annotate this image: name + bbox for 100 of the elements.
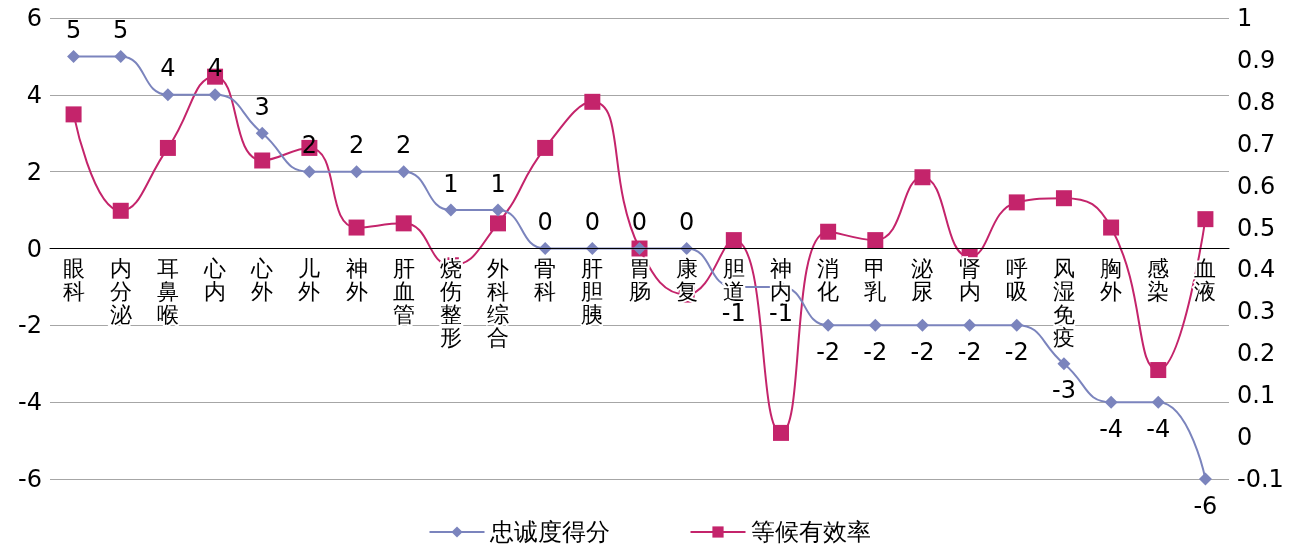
point [395, 215, 412, 232]
y2-tick-label: 0.4 [1237, 255, 1276, 284]
point [161, 88, 175, 102]
data-label: 0 [631, 208, 648, 236]
y-tick-label: 0 [26, 234, 42, 263]
point [114, 49, 128, 63]
x-tick-label: 泌尿 [911, 255, 934, 304]
point [915, 318, 929, 332]
point [490, 215, 507, 232]
data-label: 1 [490, 169, 506, 198]
data-label: 2 [396, 131, 412, 160]
data-label: -2 [863, 337, 888, 366]
y2-tick-label: -0.1 [1237, 465, 1284, 493]
point [255, 126, 269, 140]
point [820, 223, 837, 240]
point [254, 152, 271, 169]
y-tick-label: -4 [18, 388, 42, 417]
y2-tick-label: 0.6 [1237, 171, 1276, 200]
data-label: -6 [1193, 491, 1218, 520]
data-label: -2 [957, 337, 982, 366]
point [1150, 362, 1167, 379]
legend-label: 等候有效率 [750, 518, 871, 546]
y-tick-label: -6 [18, 465, 42, 493]
data-label: 5 [113, 15, 129, 44]
point [444, 203, 458, 217]
y2-tick-label: 0.1 [1237, 381, 1276, 410]
data-label: 2 [301, 131, 318, 160]
x-tick-label: 内分泌 [109, 255, 132, 327]
x-tick-label: 风湿免疫 [1052, 255, 1075, 350]
legend-label: 忠诚度得分 [488, 518, 610, 546]
data-label: 1 [443, 169, 459, 198]
x-tick-label: 神外 [345, 255, 368, 304]
point [67, 49, 81, 63]
y-tick-label: 4 [26, 80, 42, 109]
x-tick-label: 肝血管 [392, 255, 415, 327]
x-tick-label: 肝胆胰 [581, 255, 604, 327]
point [963, 318, 977, 332]
x-tick-label: 心内 [203, 255, 227, 304]
x-tick-label: 感染 [1147, 255, 1170, 304]
data-label: -2 [816, 337, 841, 366]
point [1103, 219, 1120, 236]
point [491, 203, 505, 217]
x-tick-label: 呼吸 [1005, 255, 1028, 304]
point [584, 93, 601, 110]
point [1104, 395, 1118, 409]
point [350, 165, 364, 179]
y-tick-label: 6 [26, 4, 42, 32]
y2-tick-label: 0.7 [1237, 129, 1276, 158]
point [1057, 357, 1071, 371]
point [65, 106, 82, 123]
point [1010, 318, 1024, 332]
x-tick-label: 消化 [817, 255, 840, 304]
y2-tick-label: 0.2 [1237, 339, 1276, 368]
point [821, 318, 835, 332]
point [1151, 395, 1165, 409]
point [112, 202, 129, 219]
x-tick-label: 眼科 [62, 255, 85, 304]
x-tick-label: 胃肠 [628, 255, 651, 304]
point [1008, 194, 1025, 211]
x-tick-label: 外科综合 [487, 255, 510, 350]
x-tick-label: 儿外 [298, 255, 321, 304]
data-label: -2 [910, 337, 935, 366]
x-tick-label: 心外 [250, 255, 274, 304]
y2-tick-label: 0.3 [1237, 297, 1276, 326]
x-tick-label: 骨科 [534, 255, 557, 304]
point [537, 139, 554, 156]
point [302, 165, 316, 179]
x-tick-label: 甲乳 [864, 255, 887, 304]
data-label: 0 [537, 208, 553, 236]
point [867, 232, 884, 249]
point [208, 88, 222, 102]
point [1198, 472, 1212, 486]
y2-tick-label: 0 [1237, 423, 1253, 452]
data-label: -3 [1051, 376, 1076, 405]
point [914, 169, 931, 186]
data-label: -4 [1099, 414, 1124, 443]
data-label: 5 [65, 15, 82, 44]
point [725, 232, 742, 249]
y-tick-label: -2 [18, 311, 42, 340]
y2-tick-label: 0.5 [1237, 213, 1276, 242]
data-label: 0 [584, 208, 600, 236]
x-tick-label: 耳鼻喉 [156, 255, 179, 327]
data-label: 3 [254, 92, 270, 121]
point [1055, 190, 1072, 207]
x-tick-label: 胆道 [722, 255, 745, 304]
point [1197, 211, 1214, 228]
data-label: -4 [1146, 414, 1171, 443]
y2-tick-label: 1 [1237, 4, 1253, 32]
point [397, 165, 411, 179]
x-tick-label: 胸外 [1100, 255, 1123, 304]
data-label: 4 [160, 54, 176, 83]
y2-tick-label: 0.8 [1237, 87, 1276, 116]
point [348, 219, 365, 236]
data-label: 0 [679, 208, 695, 236]
data-label: 2 [348, 131, 365, 160]
y-tick-label: 2 [26, 157, 42, 186]
point [159, 139, 176, 156]
y2-tick-label: 0.9 [1237, 45, 1276, 74]
point [772, 424, 789, 441]
data-label: -2 [1004, 337, 1029, 366]
